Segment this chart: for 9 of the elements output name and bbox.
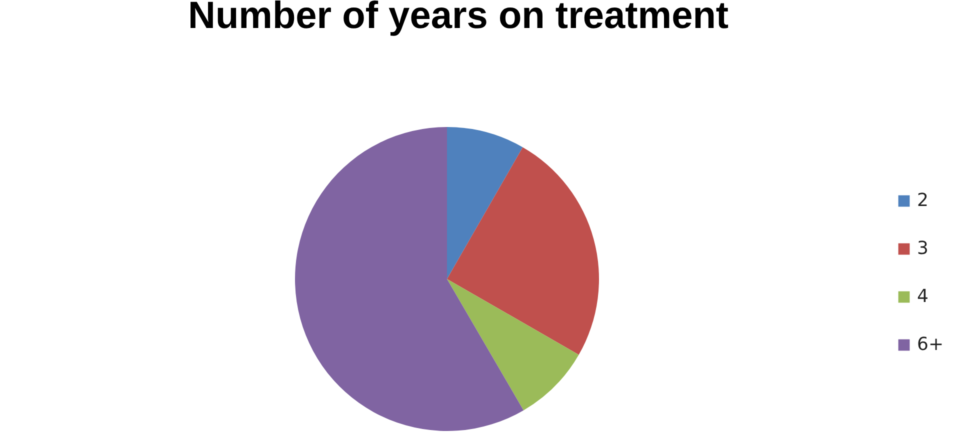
- pie-slice: [447, 127, 523, 279]
- legend-label: 2: [917, 190, 928, 211]
- pie-slice: [295, 127, 524, 431]
- legend-label: 3: [917, 238, 928, 259]
- pie-slice: [447, 147, 599, 355]
- pie-slice: [447, 279, 579, 410]
- legend-label: 4: [917, 286, 928, 307]
- chart-title: Number of years on treatment: [188, 0, 729, 37]
- legend-label: 6+: [917, 334, 944, 355]
